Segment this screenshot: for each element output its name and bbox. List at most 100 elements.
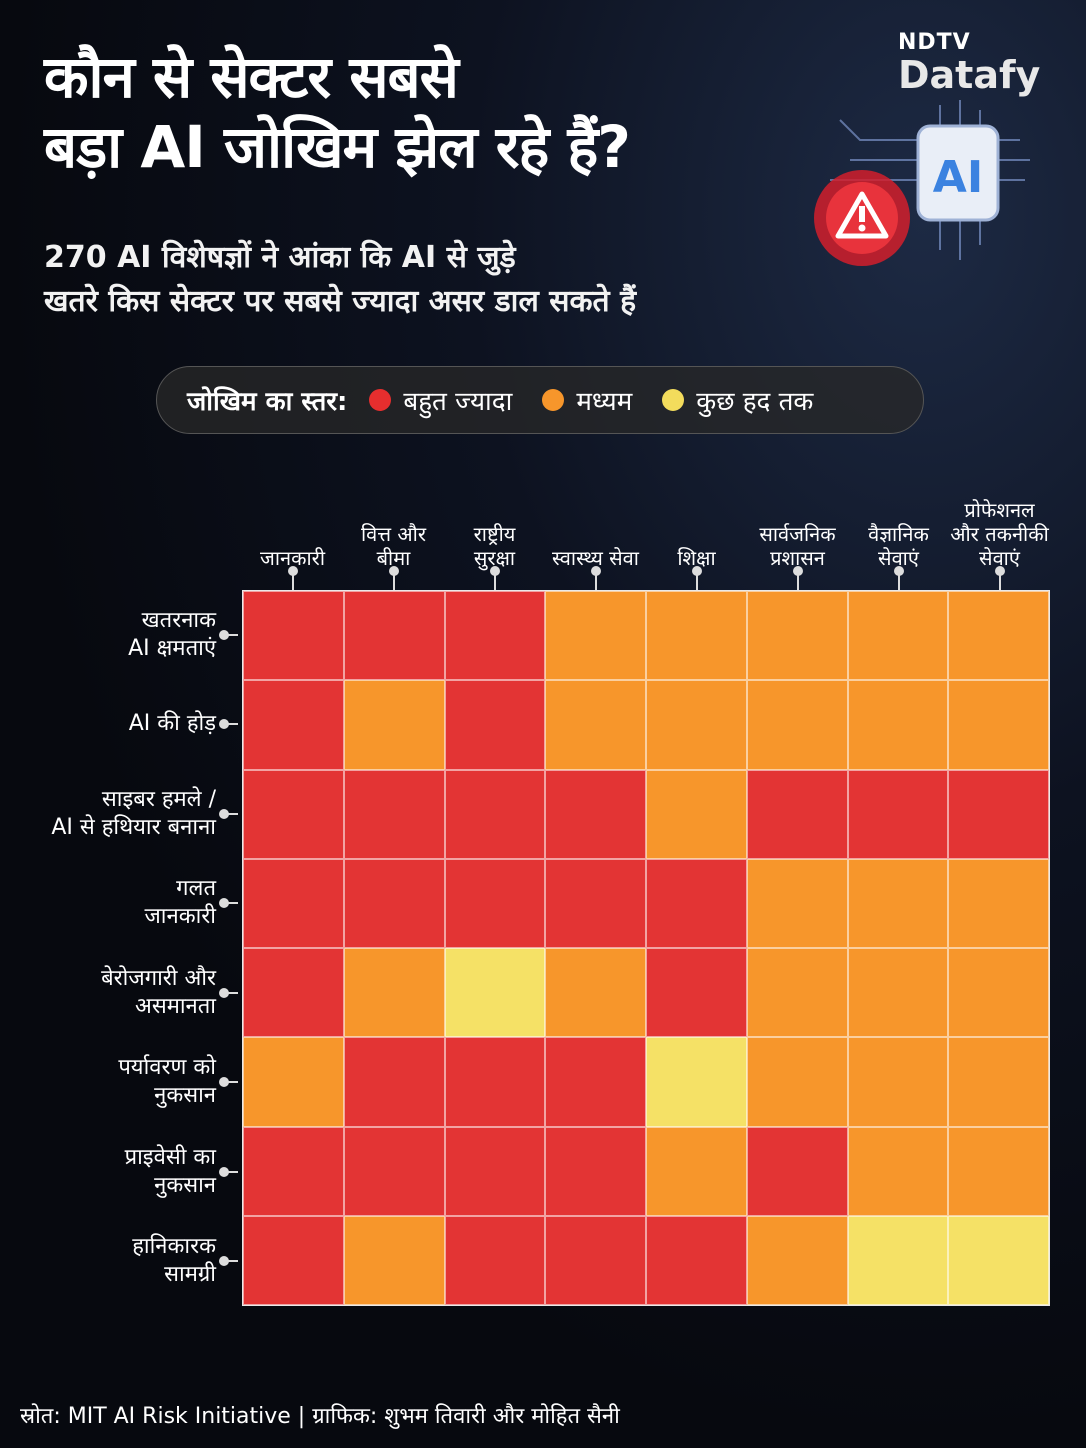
row-label: गलत जानकारी xyxy=(0,875,216,931)
row-label-line: AI से हथियार बनाना xyxy=(51,814,216,840)
legend-item-medium: मध्यम xyxy=(542,382,632,418)
heatmap-cell xyxy=(746,948,848,1038)
heatmap-cell xyxy=(847,858,949,948)
legend-dot-high xyxy=(369,389,392,411)
heatmap-cell xyxy=(847,1126,949,1216)
svg-text:AI: AI xyxy=(933,152,983,203)
heatmap-cell xyxy=(646,1126,747,1216)
heatmap-cell xyxy=(847,1037,949,1127)
subtitle: 270 AI विशेषज्ञों ने आंका कि AI से जुड़े… xyxy=(44,236,864,324)
heatmap-cell xyxy=(545,1215,646,1305)
column-tick xyxy=(489,566,500,590)
heatmap-cell xyxy=(545,680,646,770)
heatmap-cell xyxy=(243,1126,344,1216)
column-label-line: सार्वजनिक xyxy=(759,522,836,546)
row-label: प्राइवेसी का नुकसान xyxy=(0,1144,216,1200)
row-label-line: AI की होड़ xyxy=(128,711,216,737)
heatmap-cell xyxy=(545,591,646,681)
legend-label-medium: मध्यम xyxy=(576,387,633,417)
heatmap-cell xyxy=(343,1126,445,1216)
row-label: हानिकारक सामग्री xyxy=(0,1233,216,1289)
column-tick xyxy=(792,566,803,590)
row-label-line: नुकसान xyxy=(154,1083,216,1109)
heatmap-cell xyxy=(243,680,344,770)
heatmap-cell xyxy=(847,1215,949,1305)
column-tick xyxy=(893,566,904,590)
column-label: जानकारी xyxy=(238,450,348,570)
brand-ndtv: NDTV xyxy=(898,30,971,55)
title-line-2: बड़ा AI जोखिम झेल रहे हैं? xyxy=(44,113,631,181)
heatmap-cell xyxy=(243,1037,344,1127)
heatmap-cell xyxy=(545,1126,646,1216)
column-tick xyxy=(388,566,399,590)
heatmap-cell xyxy=(343,680,445,770)
heatmap-cell xyxy=(444,1126,546,1216)
heatmap-cell xyxy=(746,1215,848,1305)
heatmap-cell xyxy=(746,1126,848,1216)
heatmap-cell xyxy=(545,858,646,948)
column-tick xyxy=(590,566,601,590)
heatmap-cell xyxy=(444,769,546,859)
row-label: AI की होड़ xyxy=(0,710,216,738)
subtitle-line-1: 270 AI विशेषज्ञों ने आंका कि AI से जुड़े xyxy=(44,240,516,275)
row-label-line: नुकसान xyxy=(154,1172,216,1198)
row-label-line: असमानता xyxy=(135,993,216,1019)
column-label: सार्वजनिक प्रशासन xyxy=(743,450,853,570)
legend-item-high: बहुत ज्यादा xyxy=(369,382,512,418)
legend-dot-medium xyxy=(542,389,565,411)
heatmap-cell xyxy=(948,591,1049,681)
heatmap-cell xyxy=(948,858,1049,948)
legend-label-low: कुछ हद तक xyxy=(696,387,814,417)
heatmap-cell xyxy=(847,591,949,681)
heatmap-cell xyxy=(646,1215,747,1305)
row-tick xyxy=(219,987,238,998)
heatmap-cell xyxy=(243,591,344,681)
heatmap-cell xyxy=(948,1037,1049,1127)
column-label: स्वास्थ्य सेवा xyxy=(541,450,651,570)
heatmap-cell xyxy=(646,1037,747,1127)
heatmap-cell xyxy=(646,769,747,859)
heatmap-cell xyxy=(343,1215,445,1305)
row-label: पर्यावरण को नुकसान xyxy=(0,1054,216,1110)
heatmap-cell xyxy=(343,858,445,948)
row-label: बेरोजगारी और असमानता xyxy=(0,965,216,1021)
row-label-line: सामग्री xyxy=(164,1262,216,1288)
row-label-line: हानिकारक xyxy=(132,1234,216,1260)
heatmap-cell xyxy=(646,858,747,948)
heatmap-cell xyxy=(847,948,949,1038)
row-tick xyxy=(219,629,238,640)
page-title: कौन से सेक्टर सबसे बड़ा AI जोखिम झेल रहे… xyxy=(44,42,824,182)
row-label-line: साइबर हमले / xyxy=(101,786,216,812)
heatmap-cell xyxy=(746,769,848,859)
column-label: शिक्षा xyxy=(642,450,752,570)
row-tick xyxy=(219,1256,238,1267)
heatmap-cell xyxy=(343,769,445,859)
row-tick xyxy=(219,1166,238,1177)
heatmap-cell xyxy=(243,948,344,1038)
heatmap-cell xyxy=(444,858,546,948)
heatmap-cell xyxy=(444,591,546,681)
heatmap-cell xyxy=(545,769,646,859)
row-label-line: बेरोजगारी और xyxy=(101,965,216,991)
heatmap-cell xyxy=(444,680,546,770)
ai-chip-warning-icon: AI xyxy=(814,100,1030,266)
legend-title: जोखिम का स्तर: xyxy=(187,387,348,417)
row-label-line: जानकारी xyxy=(144,904,216,930)
heatmap-cell xyxy=(444,1037,546,1127)
row-label: साइबर हमले / AI से हथियार बनाना xyxy=(0,786,216,842)
heatmap-cell xyxy=(243,1215,344,1305)
row-tick xyxy=(219,1077,238,1088)
heatmap-cell xyxy=(948,1215,1049,1305)
row-label-line: पर्यावरण को xyxy=(118,1055,216,1081)
heatmap-cell xyxy=(545,948,646,1038)
heatmap-cell xyxy=(746,858,848,948)
heatmap-cell xyxy=(444,1215,546,1305)
column-tick xyxy=(994,566,1005,590)
row-label-line: प्राइवेसी का xyxy=(124,1144,216,1170)
heatmap-cell xyxy=(343,1037,445,1127)
subtitle-line-2: खतरे किस सेक्टर पर सबसे ज्यादा असर डाल स… xyxy=(44,284,637,319)
legend-label-high: बहुत ज्यादा xyxy=(403,387,513,417)
legend-item-low: कुछ हद तक xyxy=(662,382,813,418)
row-label: खतरनाक AI क्षमताएं xyxy=(0,607,216,663)
source-credit: स्रोत: MIT AI Risk Initiative | ग्राफिक:… xyxy=(20,1404,620,1429)
